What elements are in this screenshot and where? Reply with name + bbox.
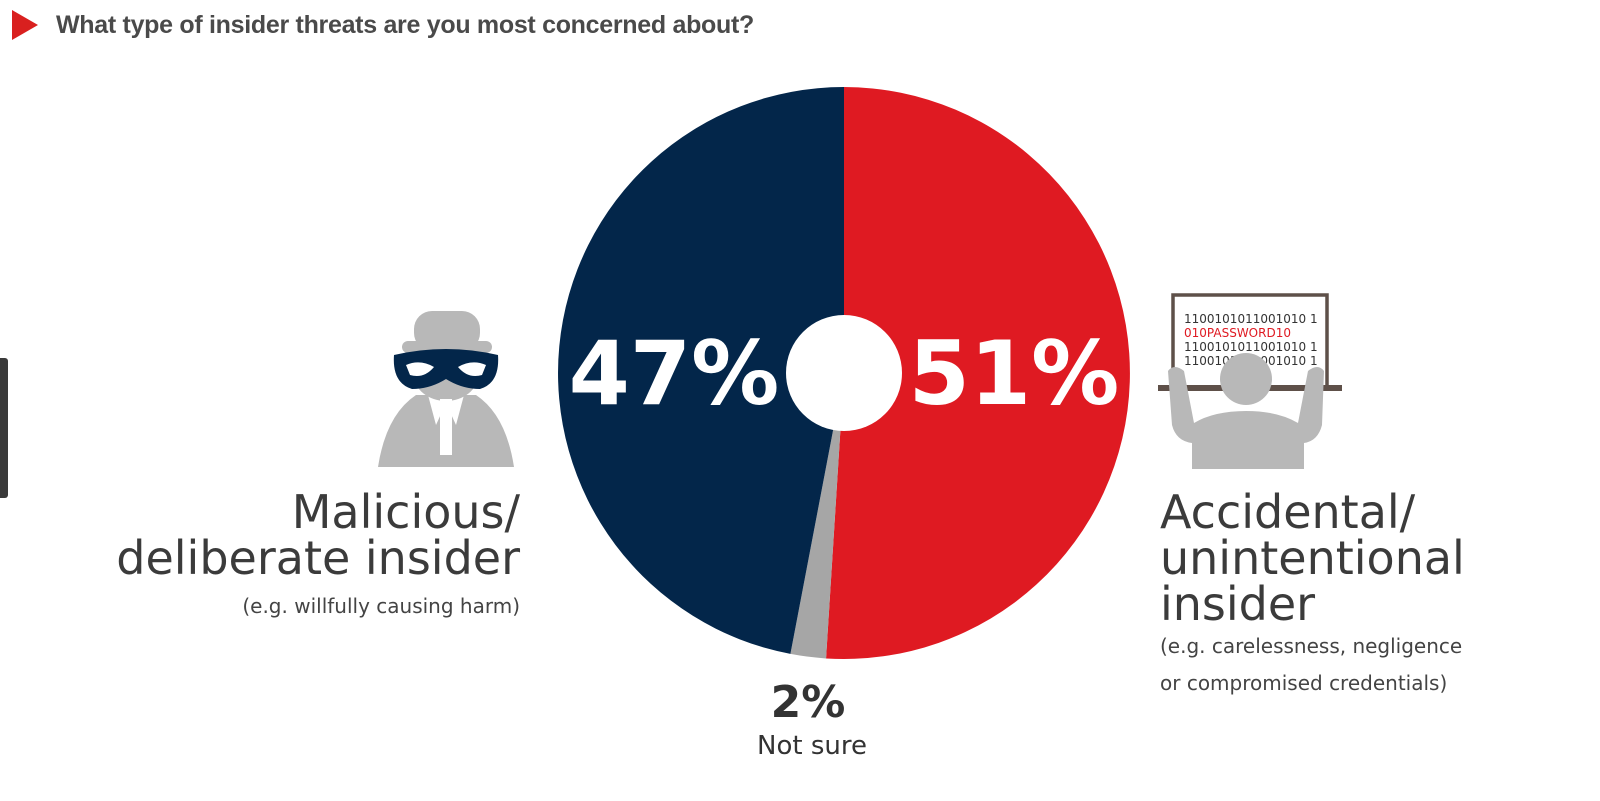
side-scroll-tab[interactable] [0, 358, 8, 498]
malicious-note: (e.g. willfully causing harm) [242, 588, 520, 625]
accidental-note-line: (e.g. carelessness, negligence [1160, 634, 1463, 658]
accidental-label-line: insider [1160, 577, 1316, 631]
data-label-47: 47% [569, 322, 780, 425]
accidental-label: Accidental/ unintentional insider [1160, 489, 1465, 627]
pie-center-hole [786, 315, 902, 431]
pie-slice-malicious-deliberate-insider [558, 87, 844, 654]
accidental-note: (e.g. carelessness, negligence or compro… [1160, 628, 1462, 702]
laptop-user-icon: 1100101011001010 1 010PASSWORD10 1100101… [1158, 293, 1342, 469]
accidental-label-line: Accidental/ [1160, 485, 1416, 539]
page-title: What type of insider threats are you mos… [56, 11, 754, 39]
data-label-2: 2% [771, 677, 846, 728]
data-label-not-sure-caption: Not sure [757, 731, 867, 761]
malicious-note-line: (e.g. willfully causing harm) [242, 594, 520, 618]
accidental-label-line: unintentional [1160, 531, 1465, 585]
malicious-label: Malicious/ deliberate insider [116, 489, 520, 581]
accidental-note-line: or compromised credentials) [1160, 671, 1448, 695]
laptop-screen-line-1: 1100101011001010 1 [1184, 312, 1318, 326]
pie-slice-accidental-unintentional-insider [826, 87, 1130, 659]
malicious-label-line: Malicious/ [291, 485, 520, 539]
malicious-label-line: deliberate insider [116, 531, 520, 585]
triangle-arrow-icon [12, 10, 38, 40]
spy-icon [378, 311, 514, 467]
pie-slice-not-sure [790, 373, 844, 659]
data-label-51: 51% [909, 322, 1120, 425]
laptop-screen-line-2: 010PASSWORD10 [1184, 326, 1291, 340]
laptop-screen-line-3: 1100101011001010 1 [1184, 340, 1318, 354]
